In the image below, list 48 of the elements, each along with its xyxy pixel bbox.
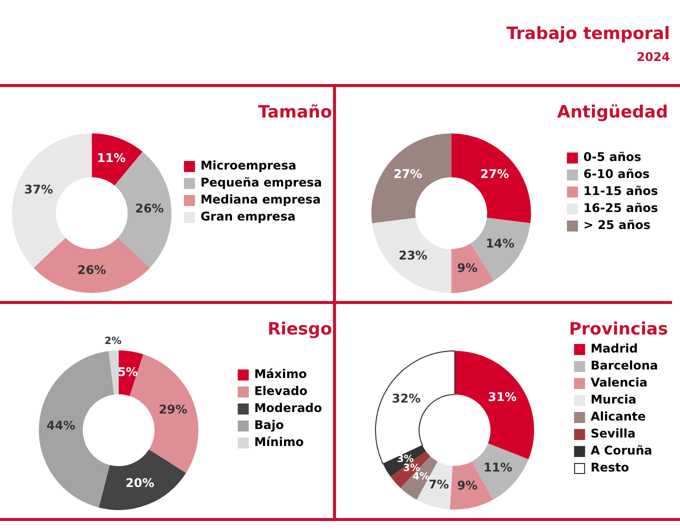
legend-label: Mínimo (254, 435, 304, 450)
data-label: 11% (484, 460, 512, 474)
legend-label: Microempresa (200, 158, 296, 173)
legend-label: 6-10 años (583, 167, 650, 182)
chart-title: Provincias (568, 320, 668, 340)
data-label: 26% (135, 202, 164, 216)
data-label: 5% (117, 365, 138, 380)
legend-label: Bajo (254, 418, 284, 432)
legend-label: 16-25 años (583, 201, 658, 216)
data-label: 44% (46, 418, 76, 433)
data-label: 9% (457, 478, 478, 492)
legend-label: Gran empresa (200, 210, 296, 224)
data-label: 27% (393, 167, 422, 182)
data-label: 26% (77, 263, 106, 278)
text: Trabajo temporal (505, 24, 670, 44)
legend-label: A Coruña (590, 444, 652, 458)
chart-title: Riesgo (268, 320, 332, 340)
data-label: 7% (428, 478, 449, 492)
chart-title: Antigüedad (557, 102, 668, 123)
legend-label: Barcelona (590, 358, 658, 373)
legend-label: Sevilla (590, 426, 636, 441)
legend-label: Madrid (590, 342, 638, 356)
legend-label: Mediana empresa (200, 192, 321, 207)
legend-label: > 25 años (583, 218, 651, 232)
legend-label: Moderado (254, 401, 322, 416)
data-label: 32% (392, 392, 421, 406)
legend-label: Alicante (590, 410, 646, 424)
data-label: 4% (412, 471, 430, 482)
data-label: 20% (126, 476, 154, 490)
data-label: 37% (24, 182, 53, 196)
data-label: 27% (480, 167, 509, 182)
legend-label: Resto (590, 460, 630, 475)
text: 2024 (636, 50, 670, 64)
legend-label: Murcia (590, 392, 636, 407)
data-label: 31% (488, 390, 517, 404)
data-label: 23% (398, 248, 428, 263)
legend-label: Máximo (254, 367, 307, 382)
legend-label: Valencia (590, 376, 648, 390)
data-label: 11% (96, 150, 126, 165)
legend-label: Elevado (254, 384, 308, 398)
chart-title: Tamaño (258, 102, 332, 123)
legend-label: 0-5 años (583, 150, 642, 164)
data-label: 2% (104, 336, 122, 348)
legend-label: 11-15 años (583, 184, 658, 198)
legend-label: Pequeña empresa (200, 176, 322, 190)
data-label: 29% (158, 402, 188, 417)
data-label: 9% (457, 260, 478, 275)
data-label: 14% (486, 236, 514, 250)
